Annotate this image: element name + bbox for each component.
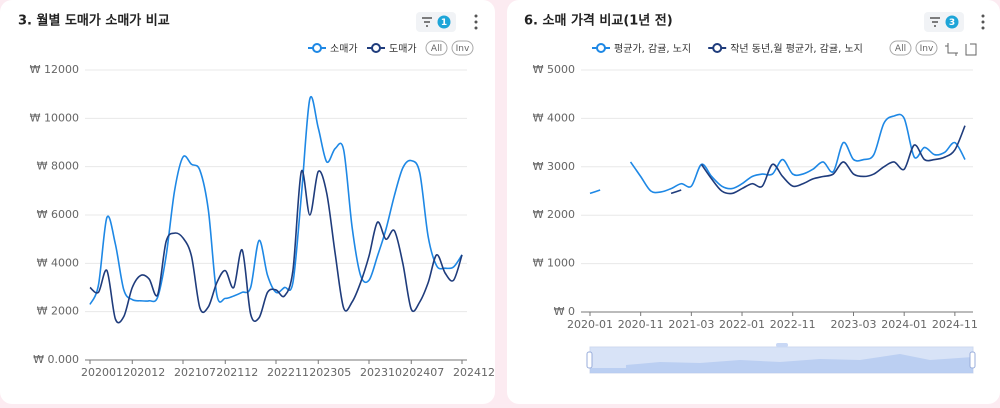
card: [0, 0, 495, 404]
card: [507, 0, 1000, 404]
x-tick-label: 202107: [174, 366, 216, 379]
y-tick-label: ₩ 1000: [533, 257, 575, 270]
legend-marker[interactable]: [371, 43, 381, 53]
legend-label[interactable]: 도매가: [389, 43, 417, 55]
x-tick-label: 2023-03: [831, 318, 877, 331]
x-tick-label: 2020-01: [567, 318, 613, 331]
legend-button[interactable]: [425, 40, 448, 56]
legend-marker[interactable]: [712, 43, 723, 53]
legend-button-label[interactable]: All: [431, 44, 442, 54]
x-tick-label: 2021-03: [668, 318, 714, 331]
legend-button[interactable]: [889, 40, 912, 56]
menu-dot[interactable]: [474, 26, 478, 30]
filter-count: 3: [949, 18, 955, 28]
menu-dot[interactable]: [474, 20, 478, 24]
legend-label[interactable]: 작년 동년,월 평균가, 감귤, 노지: [730, 43, 863, 55]
y-tick-label: ₩ 8000: [37, 160, 79, 173]
zoom-handle[interactable]: [969, 351, 976, 369]
legend-marker[interactable]: [312, 43, 322, 53]
series-line: [670, 125, 966, 195]
filter-badge: [437, 15, 451, 29]
x-tick-label: 202412: [453, 366, 495, 379]
legend-button-label[interactable]: Inv: [456, 44, 470, 54]
x-tick-label: 202407: [402, 366, 444, 379]
x-tick-label: 202112: [216, 366, 258, 379]
legend-button[interactable]: [915, 40, 938, 56]
zoom-handle[interactable]: [586, 351, 593, 369]
legend-label[interactable]: 평균가, 감귤, 노지: [614, 43, 691, 55]
y-tick-label: ₩ 2000: [37, 305, 79, 318]
filter-icon: [930, 17, 940, 27]
y-tick-label: ₩ 4000: [533, 111, 575, 124]
y-tick-label: ₩ 12000: [30, 63, 79, 76]
series-line: [89, 95, 463, 305]
zoom-grip[interactable]: [776, 343, 788, 347]
y-tick-label: ₩ 6000: [37, 208, 79, 221]
legend-marker[interactable]: [596, 43, 606, 53]
filter-badge: [945, 15, 959, 29]
filter-count: 1: [441, 18, 447, 28]
y-tick-label: ₩ 3000: [533, 160, 575, 173]
menu-dot[interactable]: [981, 14, 985, 18]
chart-title: 6. 소매 가격 비교(1년 전): [524, 13, 673, 29]
menu-dot[interactable]: [981, 20, 985, 24]
legend-button-label[interactable]: Inv: [920, 44, 934, 54]
menu-dot[interactable]: [474, 14, 478, 18]
legend-button[interactable]: [451, 40, 474, 56]
chart-title: 3. 월별 도매가 소매가 비교: [18, 13, 170, 29]
y-tick-label: ₩ 2000: [533, 208, 575, 221]
x-tick-label: 2024-01: [881, 318, 927, 331]
legend-button-label[interactable]: All: [895, 44, 906, 54]
legend-label[interactable]: 소매가: [330, 43, 358, 55]
x-tick-label: 2020-11: [618, 318, 664, 331]
data-zoom[interactable]: [586, 343, 976, 374]
y-tick-label: ₩ 5000: [533, 63, 575, 76]
series-line: [89, 169, 463, 324]
filter-icon: [422, 17, 432, 27]
x-tick-label: 202211: [267, 366, 309, 379]
x-tick-label: 202310: [360, 366, 402, 379]
toolbox-icon[interactable]: [945, 43, 958, 56]
zoom-preview: [590, 354, 973, 373]
x-tick-label: 2024-11: [932, 318, 978, 331]
menu-dot[interactable]: [981, 26, 985, 30]
y-tick-label: ₩ 0.000: [33, 353, 79, 366]
series-line: [589, 113, 966, 195]
toolbox-icon[interactable]: [965, 43, 977, 56]
y-tick-label: ₩ 0: [554, 305, 575, 318]
y-tick-label: ₩ 10000: [30, 111, 79, 124]
y-tick-label: ₩ 4000: [37, 256, 79, 269]
x-tick-label: 2022-11: [770, 318, 816, 331]
x-tick-label: 2022-01: [719, 318, 765, 331]
x-tick-label: 202001: [81, 366, 123, 379]
x-tick-label: 202012: [123, 366, 165, 379]
x-tick-label: 202305: [309, 366, 351, 379]
